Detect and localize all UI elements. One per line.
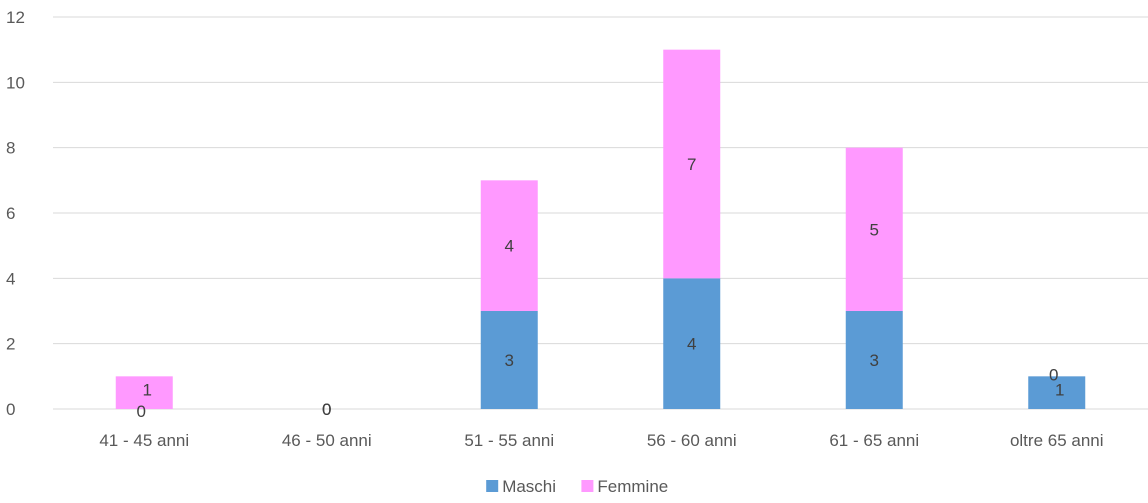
bar-maschi-2 bbox=[480, 311, 538, 409]
x-tick-label: oltre 65 anni bbox=[1010, 431, 1104, 450]
data-label-femmine-5: 0 bbox=[1049, 365, 1058, 384]
data-label-femmine-0: 1 bbox=[143, 380, 152, 399]
data-label-maschi-5: 1 bbox=[1055, 380, 1064, 399]
x-tick-label: 41 - 45 anni bbox=[99, 431, 189, 450]
x-axis-ticks: 41 - 45 anni 46 - 50 anni 51 - 55 anni 56 -… bbox=[99, 431, 1103, 450]
y-tick-label: 6 bbox=[6, 204, 15, 223]
bar-maschi-3 bbox=[663, 278, 721, 409]
legend-swatch-maschi bbox=[486, 480, 499, 492]
bar-femmine-2 bbox=[480, 180, 538, 311]
bar-maschi-4 bbox=[845, 311, 903, 409]
x-tick-label: 46 - 50 anni bbox=[282, 431, 372, 450]
y-tick-label: 8 bbox=[6, 139, 15, 158]
data-label-femmine-4: 5 bbox=[870, 220, 879, 239]
y-tick-label: 12 bbox=[6, 8, 25, 27]
bar-femmine-3 bbox=[663, 49, 721, 279]
y-tick-label: 0 bbox=[6, 400, 15, 419]
y-tick-label: 10 bbox=[6, 73, 25, 92]
legend-label-maschi: Maschi bbox=[502, 477, 556, 496]
data-label-maschi-2: 3 bbox=[505, 351, 514, 370]
x-tick-label: 51 - 55 anni bbox=[464, 431, 554, 450]
y-tick-label: 2 bbox=[6, 335, 15, 354]
legend-label-femmine: Femmine bbox=[597, 477, 668, 496]
gridlines bbox=[53, 16, 1148, 410]
x-tick-label: 56 - 60 anni bbox=[647, 431, 737, 450]
data-label-maschi-4: 3 bbox=[870, 351, 879, 370]
bar-maschi-5 bbox=[1028, 376, 1086, 409]
data-label-maschi-0: 0 bbox=[137, 402, 146, 421]
bar-femmine-0 bbox=[115, 376, 173, 409]
data-label-femmine-2: 4 bbox=[505, 237, 514, 256]
bar-femmine-4 bbox=[845, 147, 903, 311]
legend: Maschi Femmine bbox=[486, 477, 668, 496]
data-label-femmine-3: 7 bbox=[687, 155, 696, 174]
data-label-femmine-1: 0 bbox=[322, 400, 331, 419]
y-axis-ticks: 0 2 4 6 8 10 12 bbox=[6, 8, 25, 419]
data-label-maschi-3: 4 bbox=[687, 335, 696, 354]
legend-swatch-femmine bbox=[581, 480, 594, 492]
data-label-maschi-1: 0 bbox=[322, 400, 331, 419]
y-tick-label: 4 bbox=[6, 269, 15, 288]
x-tick-label: 61 - 65 anni bbox=[829, 431, 919, 450]
bars bbox=[115, 49, 1086, 409]
